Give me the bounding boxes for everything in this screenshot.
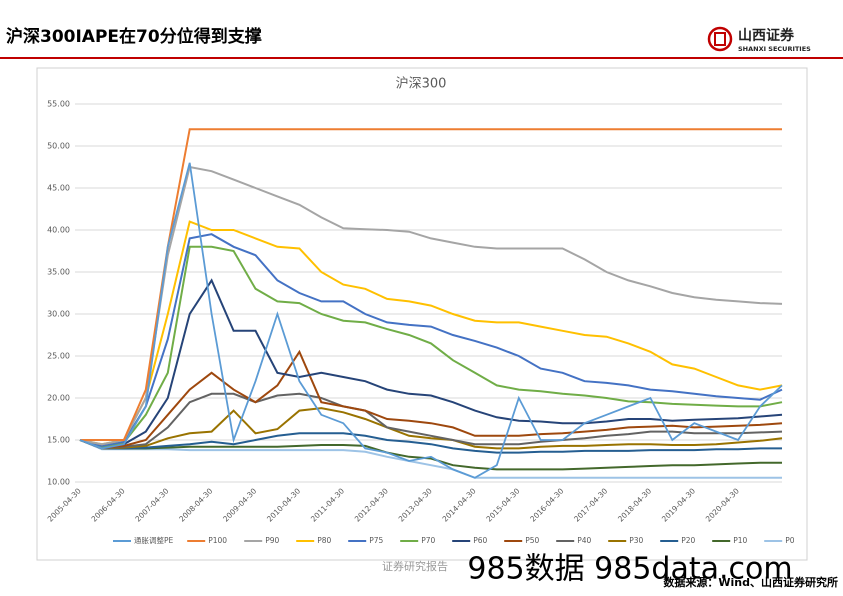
y-tick-label: 55.00 [47,100,70,109]
legend-label: 通胀调整PE [134,535,174,545]
series-line [79,162,783,479]
series-line [79,439,782,471]
legend-label: P100 [208,536,227,545]
legend-label: P80 [317,536,331,545]
y-tick-label: 20.00 [47,394,70,403]
y-tick-label: 35.00 [47,268,70,277]
y-tick-label: 25.00 [47,352,70,361]
series-line [79,233,783,447]
legend-label: P60 [473,536,487,545]
series-line [79,165,783,446]
y-tick-label: 30.00 [47,310,70,319]
logo: 山西证券 SHANXI SECURITIES [707,26,811,53]
legend-label: P30 [629,536,643,545]
legend-label: P75 [369,536,383,545]
legend-label: P70 [421,536,435,545]
footer-source: 数据来源：Wind、山西证券研究所 [663,575,838,589]
series-line [79,439,782,479]
y-tick-label: 45.00 [47,184,70,193]
series-line [79,432,782,454]
y-tick-label: 15.00 [47,436,70,445]
y-tick-label: 10.00 [47,478,70,487]
series-line [79,220,783,446]
footer-center: 证券研究报告 [382,559,448,573]
legend-label: P10 [733,536,747,545]
logo-text: 山西证券 [738,27,795,44]
series-line [79,407,783,450]
series-line [79,278,783,448]
chart-title: 沪深300 [396,76,447,92]
slide-title: 沪深300IAPE在70分位得到支撑 [6,26,262,47]
legend-label: P50 [525,536,539,545]
legend-label: P20 [681,536,695,545]
legend-label: P0 [785,536,795,545]
logo-text-en: SHANXI SECURITIES [738,45,811,53]
logo-icon [707,26,733,52]
series-line [80,128,782,441]
logo-icon-inner [714,32,726,46]
y-tick-label: 50.00 [47,142,70,151]
y-tick-label: 40.00 [47,226,70,235]
legend-label: P40 [577,536,591,545]
series-line [79,392,783,450]
watermark: 985数据 985data.com [467,552,792,587]
series-line [79,245,783,448]
legend-label: P90 [265,536,279,545]
